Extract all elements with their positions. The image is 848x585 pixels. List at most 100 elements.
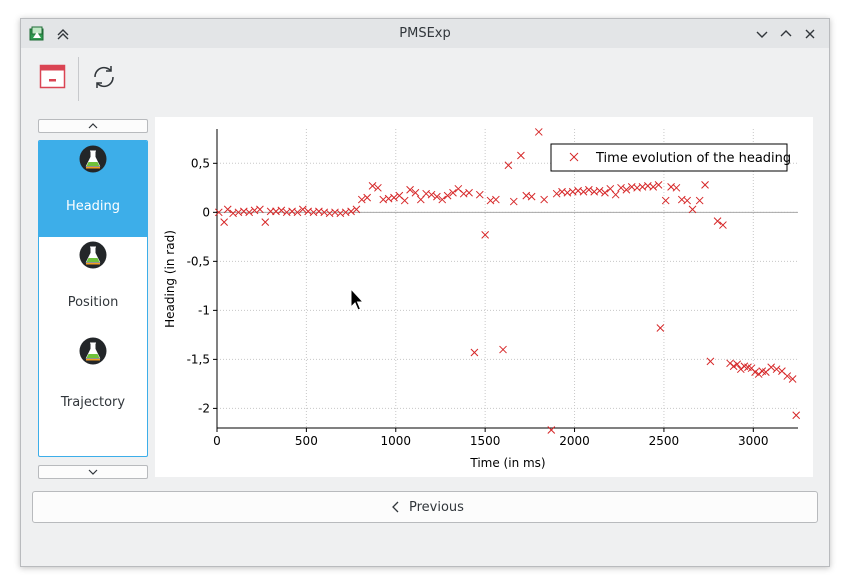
data-point bbox=[220, 218, 229, 226]
sidebar-item-label: Position bbox=[67, 295, 119, 310]
legend-label: Time evolution of the heading bbox=[595, 151, 791, 166]
data-point bbox=[245, 208, 254, 217]
y-axis-label: Heading (in rad) bbox=[163, 230, 177, 328]
close-icon[interactable] bbox=[802, 26, 818, 42]
sidebar-item-label: Trajectory bbox=[60, 395, 126, 410]
x-tick-label: 500 bbox=[295, 434, 318, 448]
data-point bbox=[470, 348, 479, 357]
data-point bbox=[713, 217, 722, 226]
data-point bbox=[767, 363, 776, 372]
data-point bbox=[368, 182, 377, 190]
data-point bbox=[719, 221, 727, 229]
data-point bbox=[601, 188, 609, 197]
heading-chart: 0 500 1000 1500 2000 2500 3000 0,5 0 -0,5 -1 -1,5 -2… bbox=[155, 117, 813, 477]
data-point bbox=[534, 128, 543, 136]
data-point bbox=[695, 196, 704, 205]
x-tick-label: 0 bbox=[213, 434, 221, 448]
x-tick-label: 1500 bbox=[470, 434, 501, 448]
previous-button[interactable]: Previous bbox=[32, 491, 818, 523]
chart-canvas: 0 500 1000 1500 2000 2500 3000 0,5 0 -0,5 -1 -1,5 -2… bbox=[163, 128, 801, 470]
sidebar-scroll-up-button[interactable] bbox=[38, 119, 148, 133]
x-axis-label: Time (in ms) bbox=[469, 456, 545, 470]
data-point bbox=[214, 208, 223, 217]
y-tick-label: -2 bbox=[198, 401, 210, 415]
x-tick-label: 2500 bbox=[649, 434, 680, 448]
chevron-down-icon bbox=[88, 469, 98, 475]
data-point bbox=[792, 411, 801, 420]
data-point bbox=[654, 181, 663, 189]
data-point bbox=[595, 186, 604, 195]
data-point bbox=[729, 362, 738, 371]
data-point bbox=[611, 190, 620, 199]
data-point bbox=[622, 185, 631, 194]
data-point bbox=[661, 196, 670, 205]
data-point bbox=[584, 185, 593, 194]
data-point bbox=[656, 324, 665, 332]
data-point bbox=[223, 205, 232, 214]
app-icon bbox=[29, 26, 44, 41]
data-point bbox=[683, 196, 692, 205]
data-point bbox=[706, 357, 715, 366]
data-point bbox=[701, 181, 709, 189]
data-point bbox=[783, 372, 792, 380]
x-tick-label: 3000 bbox=[738, 434, 769, 448]
data-point bbox=[357, 195, 366, 204]
y-tick-label: -0,5 bbox=[187, 254, 210, 268]
maximize-icon[interactable] bbox=[778, 26, 794, 42]
flask-icon bbox=[79, 337, 107, 365]
close-window-icon[interactable] bbox=[38, 62, 68, 92]
data-point bbox=[475, 190, 484, 199]
window-title: PMSExp bbox=[399, 26, 451, 41]
mouse-cursor-icon bbox=[350, 288, 365, 311]
minimize-icon[interactable] bbox=[754, 26, 770, 42]
data-point bbox=[688, 205, 697, 214]
data-point bbox=[449, 188, 457, 197]
sidebar-item-trajectory[interactable]: Trajectory bbox=[39, 333, 147, 429]
sidebar: Heading Position Trajectory bbox=[38, 140, 148, 457]
data-point bbox=[579, 187, 588, 196]
data-point bbox=[540, 195, 549, 204]
flask-icon bbox=[79, 145, 107, 173]
data-point bbox=[617, 183, 625, 192]
chevron-left-icon bbox=[392, 501, 399, 513]
data-point bbox=[492, 195, 500, 204]
sidebar-item-heading[interactable]: Heading bbox=[39, 141, 147, 237]
legend-box bbox=[550, 143, 788, 172]
chevron-up-icon bbox=[88, 123, 98, 129]
data-point bbox=[427, 190, 436, 199]
application-window: PMSExp bbox=[20, 18, 830, 567]
data-point bbox=[298, 205, 307, 214]
data-point bbox=[751, 368, 759, 376]
data-point bbox=[363, 193, 372, 202]
data-point bbox=[406, 185, 414, 194]
data-point bbox=[527, 192, 536, 201]
sidebar-item-label: Heading bbox=[65, 199, 121, 214]
data-point bbox=[277, 206, 286, 215]
data-point bbox=[433, 192, 441, 201]
data-point bbox=[672, 183, 681, 192]
data-point bbox=[411, 188, 420, 197]
toolbar bbox=[21, 49, 829, 105]
data-point bbox=[293, 208, 302, 217]
y-tick-label: -1,5 bbox=[187, 352, 210, 366]
toolbar-separator bbox=[78, 57, 79, 101]
x-tick-label: 1000 bbox=[380, 434, 411, 448]
previous-button-label: Previous bbox=[409, 500, 464, 515]
data-point bbox=[772, 365, 781, 374]
data-point bbox=[374, 183, 382, 192]
y-tick-label: -1 bbox=[198, 303, 210, 317]
data-point bbox=[649, 182, 658, 191]
sidebar-item-position[interactable]: Position bbox=[39, 237, 147, 333]
data-point bbox=[352, 205, 361, 214]
legend-marker bbox=[569, 152, 579, 162]
sidebar-scroll-down-button[interactable] bbox=[38, 465, 148, 479]
data-point bbox=[400, 196, 409, 205]
data-point bbox=[552, 189, 561, 198]
data-point bbox=[347, 207, 355, 216]
refresh-icon[interactable] bbox=[89, 62, 119, 92]
data-point bbox=[733, 360, 742, 369]
data-point bbox=[481, 231, 490, 239]
keep-above-icon[interactable] bbox=[55, 26, 71, 42]
y-tick-label: 0 bbox=[202, 205, 210, 219]
x-tick-label: 2000 bbox=[559, 434, 590, 448]
